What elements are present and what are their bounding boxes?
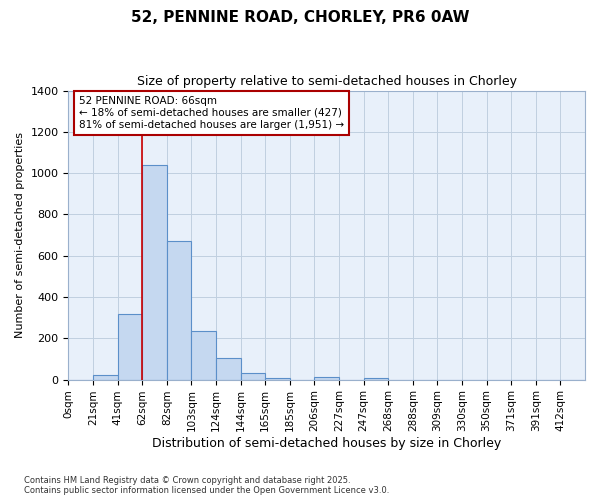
X-axis label: Distribution of semi-detached houses by size in Chorley: Distribution of semi-detached houses by …: [152, 437, 502, 450]
Bar: [167, 242, 191, 380]
Bar: [364, 378, 388, 380]
Bar: [93, 376, 118, 380]
Bar: [241, 374, 265, 380]
Text: 52 PENNINE ROAD: 66sqm
← 18% of semi-detached houses are smaller (427)
81% of se: 52 PENNINE ROAD: 66sqm ← 18% of semi-det…: [79, 96, 344, 130]
Bar: [118, 314, 142, 380]
Text: 52, PENNINE ROAD, CHORLEY, PR6 0AW: 52, PENNINE ROAD, CHORLEY, PR6 0AW: [131, 10, 469, 25]
Bar: [216, 358, 241, 380]
Title: Size of property relative to semi-detached houses in Chorley: Size of property relative to semi-detach…: [137, 75, 517, 88]
Text: Contains HM Land Registry data © Crown copyright and database right 2025.
Contai: Contains HM Land Registry data © Crown c…: [24, 476, 389, 495]
Bar: [314, 377, 339, 380]
Bar: [191, 331, 216, 380]
Y-axis label: Number of semi-detached properties: Number of semi-detached properties: [15, 132, 25, 338]
Bar: [265, 378, 290, 380]
Bar: [142, 165, 167, 380]
